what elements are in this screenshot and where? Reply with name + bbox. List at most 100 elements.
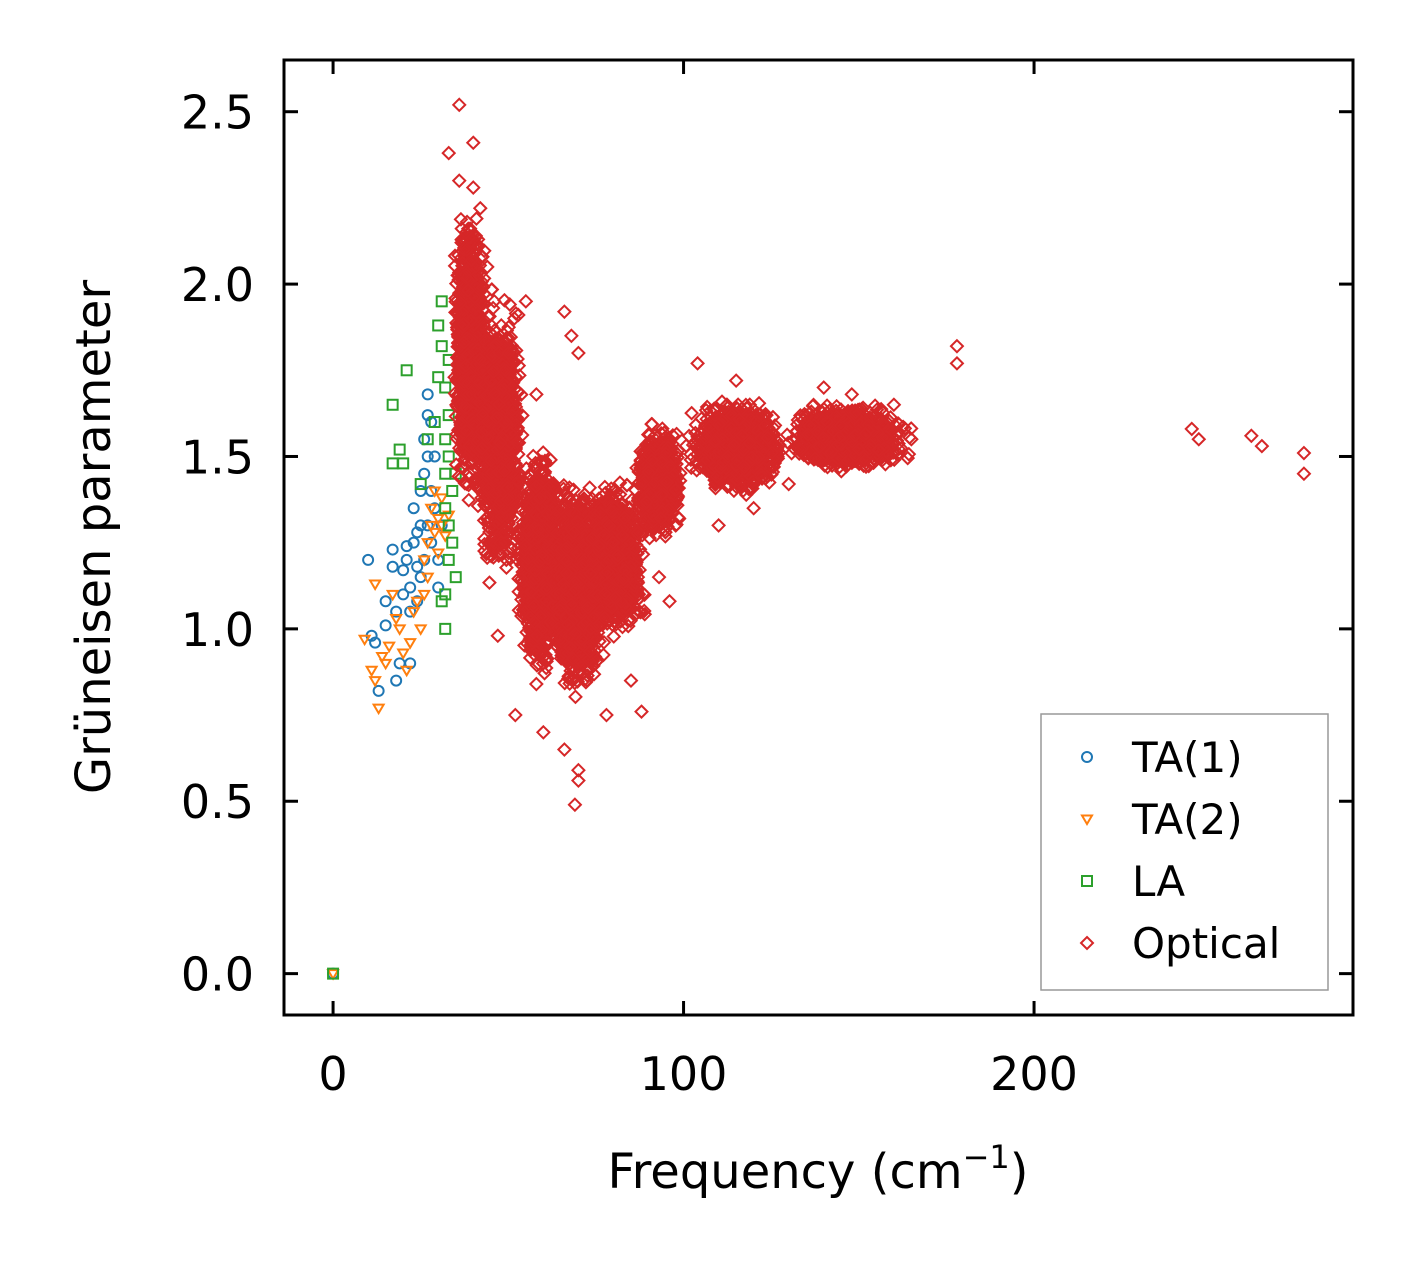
data-point [453,338,468,354]
data-point [502,297,518,312]
data-point [386,543,399,556]
data-point [417,555,431,567]
data-point [404,581,417,594]
data-point [439,622,452,635]
data-point [400,553,413,566]
data-point [432,371,445,384]
data-point [435,295,448,308]
data-point [482,575,497,591]
series-la [327,295,462,980]
data-point [439,502,452,515]
data-point [446,536,459,549]
data-point [457,374,472,390]
data-point [442,519,455,532]
data-point [414,478,427,491]
data-point [439,588,452,601]
data-point [431,548,445,560]
data-point [448,304,464,320]
data-point [460,375,476,391]
data-point [446,484,459,497]
data-point [451,468,467,484]
data-point [435,340,448,353]
data-point [432,581,445,594]
data-point [449,571,462,584]
data-point [439,381,452,394]
series-ta-1- [327,388,448,980]
data-point [357,634,372,647]
data-point [461,263,477,279]
data-point [459,242,475,258]
data-point [461,492,477,508]
data-point [393,443,406,456]
data-point [382,641,396,654]
data-point [407,536,420,549]
data-point [389,614,403,626]
data-point [425,484,438,497]
data-point [458,387,474,403]
data-point [421,433,434,446]
data-point [421,409,434,422]
data-point [442,409,455,422]
data-point [364,665,379,678]
data-point [414,484,427,497]
data-point [432,319,445,332]
plot-area [326,97,1312,981]
data-point [427,486,442,498]
data-point [379,619,392,632]
data-point [461,273,477,289]
data-point [397,457,410,470]
data-point [469,305,485,320]
data-point [469,211,484,227]
data-point [458,400,474,416]
data-point [413,624,428,636]
data-point [418,433,431,446]
data-point [396,648,410,660]
data-point [371,703,386,716]
data-point [397,588,410,601]
data-point [368,579,382,592]
series-ta-2- [326,486,456,981]
data-point [411,526,424,539]
data-point [386,457,399,470]
data-point [407,502,420,515]
data-point [421,450,434,463]
data-point [379,595,392,608]
data-point [385,589,400,602]
data-point [435,595,448,608]
data-point [375,651,389,664]
data-point [454,275,470,291]
data-point [362,553,375,566]
data-point [410,596,424,609]
data-point [434,493,449,505]
data-point [369,636,382,649]
data-point [421,388,434,401]
data-point [397,564,410,577]
data-point [427,527,442,540]
data-point [439,433,452,446]
data-point [456,316,471,332]
data-point [327,967,340,980]
data-point [403,638,417,650]
data-point [421,519,434,532]
data-point [453,469,469,485]
data-point [326,969,340,981]
data-point [411,560,424,573]
data-point [420,572,435,585]
data-point [368,676,382,688]
data-point [496,292,512,308]
data-point [453,415,469,431]
data-point [424,503,438,516]
data-point [465,386,480,402]
data-point [399,665,414,678]
data-point [475,279,491,295]
data-point [464,252,480,268]
data-point [456,334,472,350]
data-point [400,540,413,553]
data-point [460,283,476,298]
data-point [390,605,403,618]
data-point [386,560,399,573]
data-point [438,531,452,543]
data-point [390,674,403,687]
data-point [428,450,441,463]
data-point [476,312,492,328]
